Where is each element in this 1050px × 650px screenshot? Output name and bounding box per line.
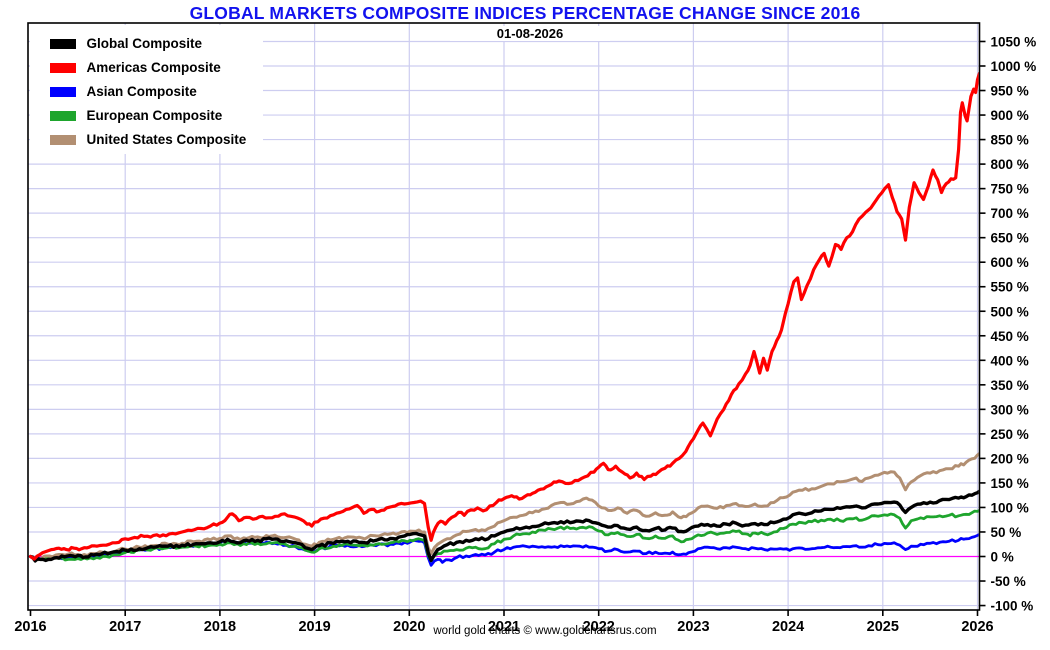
y-axis-tick-label: 550 % [991, 280, 1029, 295]
footer-credit: world gold charts © www.goldchartsrus.co… [433, 625, 657, 637]
legend-label: United States Composite [86, 132, 247, 147]
y-axis-tick-label: 0 % [991, 550, 1014, 565]
legend-swatch [49, 38, 76, 49]
y-axis-tick-label: 500 % [991, 304, 1029, 319]
series-group [28, 71, 979, 567]
date-label: 01-08-2026 [450, 26, 610, 41]
y-axis-tick-label: 100 % [991, 500, 1029, 515]
legend-swatch [49, 134, 76, 145]
y-axis-tick-label: 350 % [991, 378, 1029, 393]
chart-title: GLOBAL MARKETS COMPOSITE INDICES PERCENT… [189, 3, 861, 23]
x-axis-tick-label: 2019 [298, 619, 330, 635]
x-axis-tick-label: 2026 [961, 619, 993, 635]
y-axis-tick-label: -100 % [991, 599, 1034, 614]
legend-swatch [49, 110, 76, 121]
x-axis-tick-label: 2023 [677, 619, 709, 635]
y-axis-tick-label: 800 % [991, 157, 1029, 172]
x-axis-tick-label: 2025 [867, 619, 899, 635]
y-axis-tick-label: 700 % [991, 206, 1029, 221]
legend-label: Americas Composite [86, 60, 221, 75]
y-axis-tick-label: 450 % [991, 329, 1029, 344]
series-line-united-states-composite [29, 452, 979, 562]
x-axis-tick-label: 2022 [583, 619, 615, 635]
y-axis-tick-label: 250 % [991, 427, 1029, 442]
legend-swatch [49, 86, 76, 97]
legend-label: European Composite [86, 108, 223, 123]
legend-item: Global Composite [30, 32, 263, 56]
y-axis-tick-label: 900 % [991, 108, 1029, 123]
y-axis-tick-label: 300 % [991, 402, 1029, 417]
x-axis-tick-label: 2020 [393, 619, 425, 635]
x-axis-tick-label: 2021 [488, 619, 520, 635]
y-axis-tick-label: 1000 % [991, 59, 1037, 74]
x-axis-tick-label: 2018 [204, 619, 236, 635]
y-axis-tick-label: -50 % [991, 574, 1026, 589]
legend-item: Americas Composite [30, 56, 263, 80]
y-axis-tick-label: 400 % [991, 353, 1029, 368]
legend-label: Global Composite [86, 36, 203, 51]
x-axis-tick-label: 2016 [14, 619, 46, 635]
series-line-global-composite [28, 489, 979, 563]
legend-item: United States Composite [30, 128, 263, 152]
legend-item: European Composite [30, 104, 263, 128]
y-axis-tick-label: 650 % [991, 231, 1029, 246]
legend: Global Composite Americas Composite Asian … [29, 24, 263, 154]
series-line-european-composite [29, 509, 979, 563]
legend-item: Asian Composite [30, 80, 263, 104]
y-axis-tick-label: 950 % [991, 84, 1029, 99]
y-axis-tick-label: 750 % [991, 182, 1029, 197]
y-axis-tick-label: 200 % [991, 451, 1029, 466]
y-axis-tick-label: 1050 % [991, 34, 1037, 49]
y-axis-tick-label: 150 % [991, 476, 1029, 491]
legend-label: Asian Composite [86, 84, 197, 99]
y-axis-tick-label: 50 % [991, 525, 1022, 540]
y-axis-tick-label: 850 % [991, 133, 1029, 148]
legend-swatch [49, 62, 76, 73]
x-axis-tick-label: 2017 [109, 619, 141, 635]
y-axis-tick-label: 600 % [991, 255, 1029, 270]
series-line-americas-composite [28, 71, 979, 561]
x-axis-tick-label: 2024 [772, 619, 804, 635]
